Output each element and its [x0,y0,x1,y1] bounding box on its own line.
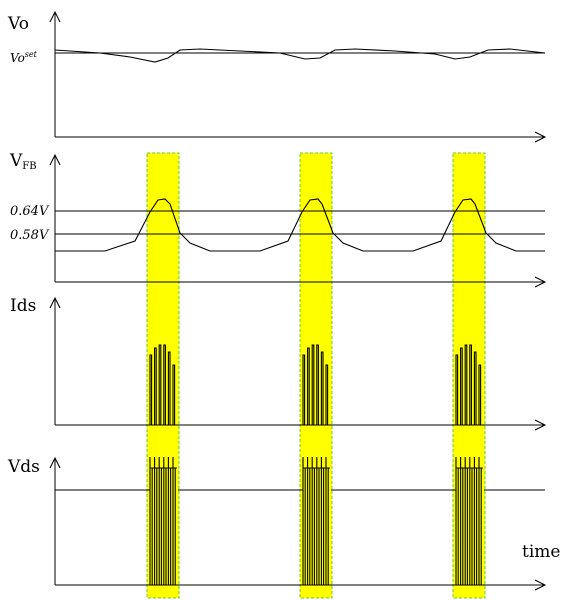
ids-pulses [149,344,482,425]
ids-spike-group [455,344,482,425]
ids-panel: Ids [10,296,547,431]
vds-switch-lines [302,457,329,585]
vds-panel: Vds time [7,456,560,591]
switching-windows [146,152,486,599]
vds-switch-lines [455,457,482,585]
ids-y-arrow [49,296,61,309]
ids-spike-group [149,344,176,425]
vds-y-arrow [49,456,61,469]
threshold-low-label: 0.58V [10,228,50,243]
vfb-waveform [55,198,545,252]
vfb-label: VFB [9,151,37,172]
vds-burst-2 [302,457,330,585]
vfb-x-arrow [534,276,547,288]
vds-x-arrow [534,579,547,591]
vds-waveform [55,457,545,585]
vfb-y-arrow [49,153,61,166]
time-label: time [522,542,560,562]
ids-label: Ids [10,296,36,316]
threshold-high-label: 0.64V [10,204,50,219]
vds-burst-3 [455,457,483,585]
vo-y-arrow [49,10,61,23]
vo-label: Vo [7,14,29,34]
vo-panel: Vo Voset [7,10,547,143]
vo-waveform [54,48,546,63]
ids-burst-2 [302,344,329,425]
vo-x-arrow [534,131,547,143]
vds-switch-lines [149,457,176,585]
vds-burst-1 [149,457,177,585]
ids-burst-1 [149,344,176,425]
vo-set-label: Voset [10,50,38,65]
ids-x-arrow [534,419,547,431]
ids-spike-group [302,344,329,425]
ids-burst-3 [455,344,482,425]
vfb-panel: VFB 0.64V 0.58V [9,151,547,288]
vds-label: Vds [7,457,40,477]
